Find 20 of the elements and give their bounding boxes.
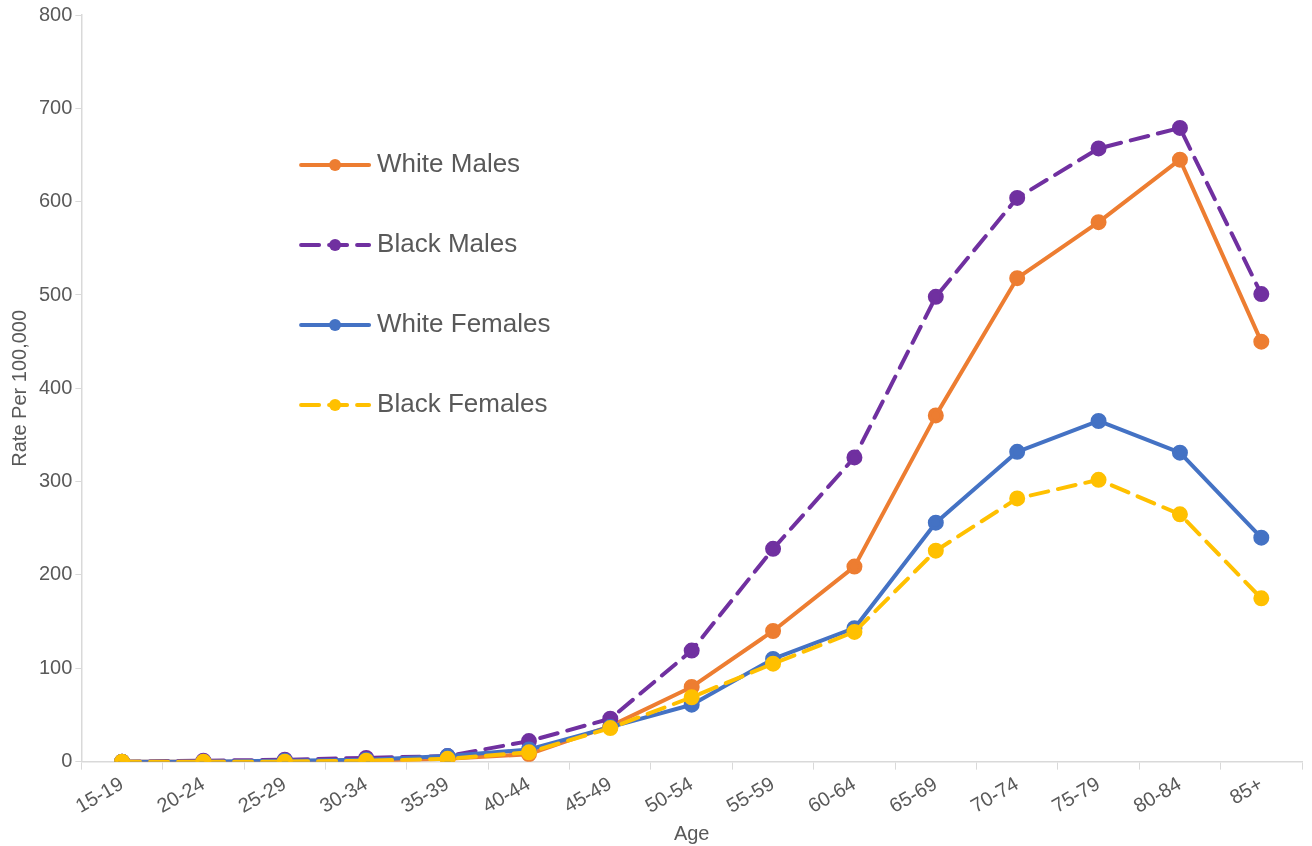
x-tick-label: 85+	[1225, 772, 1267, 809]
y-tick-label: 100	[38, 655, 73, 678]
y-tick-label: 400	[38, 375, 73, 398]
y-axis-title: Rate Per 100,000	[7, 309, 30, 467]
legend-label: White Males	[377, 148, 521, 179]
x-axis-title: Age	[673, 821, 710, 844]
y-tick-label: 500	[38, 282, 73, 305]
x-tick-label: 45-49	[559, 772, 616, 817]
y-tick-label: 600	[38, 189, 73, 212]
legend-label: White Females	[377, 308, 551, 339]
y-tick-label: 800	[38, 2, 73, 25]
x-tick-label: 65-69	[885, 772, 941, 817]
legend-label: Black Males	[377, 228, 518, 259]
y-tick-label: 0	[61, 749, 73, 772]
y-tick-label: 700	[38, 95, 73, 118]
y-tick-label: 300	[38, 469, 73, 492]
x-tick-label: 70-74	[966, 772, 1022, 817]
x-tick-label: 40-44	[478, 772, 534, 817]
y-tick-label: 200	[38, 562, 73, 585]
legend-label: Black Females	[377, 388, 548, 419]
